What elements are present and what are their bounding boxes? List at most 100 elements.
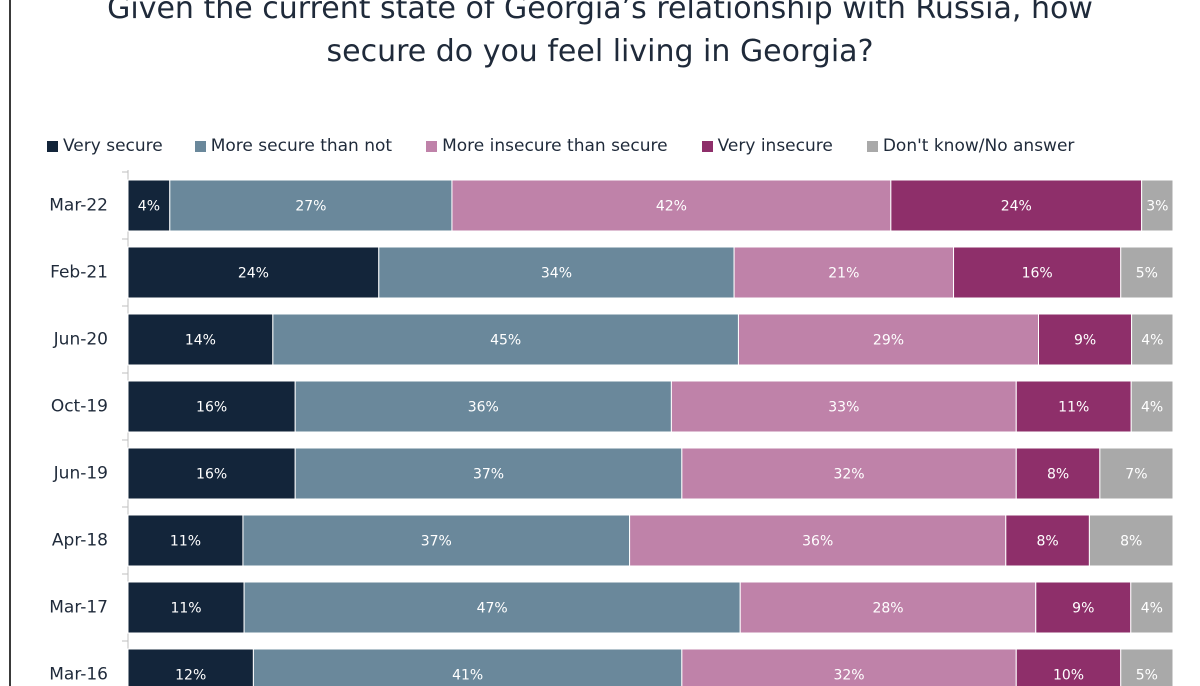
bar-segment [733, 246, 955, 299]
legend-label-very-insecure: Very insecure [717, 136, 833, 156]
data-label: 8% [1120, 534, 1142, 550]
legend-label-more-insecure-than-secure: More insecure than secure [442, 136, 668, 156]
bar-segment [1120, 246, 1174, 299]
data-label: 9% [1072, 601, 1094, 617]
bar-segment [272, 313, 739, 366]
legend-item-more-secure-than-not: More secure than not [194, 136, 393, 156]
bar-segment [127, 648, 254, 686]
data-label: 29% [873, 333, 904, 349]
data-label: 32% [833, 467, 864, 483]
legend-label-more-secure-than-not: More secure than not [210, 136, 393, 156]
category-label: Oct-19 [51, 397, 108, 417]
data-label: 37% [421, 534, 452, 550]
category-label: Jun-20 [53, 330, 108, 350]
data-label: 4% [138, 199, 160, 215]
bar-segment [127, 380, 296, 433]
bar-segment [739, 581, 1037, 634]
data-label: 9% [1074, 333, 1096, 349]
category-label: Jun-19 [53, 464, 108, 484]
bar-segment [1130, 380, 1174, 433]
data-label: 33% [828, 400, 859, 416]
bar-segment [1131, 313, 1174, 366]
bar-segment [127, 581, 245, 634]
chart-title: Given the current state of Georgia’s rel… [0, 0, 1200, 70]
data-label: 10% [1053, 668, 1084, 684]
category-label: Mar-17 [49, 598, 108, 618]
chart-title-line-1: Given the current state of Georgia’s rel… [107, 0, 1093, 26]
bar-segment [127, 313, 274, 366]
data-label: 5% [1136, 266, 1158, 282]
legend-label-dont-know: Don't know/No answer [882, 136, 1075, 156]
legend-label-very-secure: Very secure [63, 136, 163, 156]
bar-segment [1088, 514, 1174, 567]
data-label: 32% [833, 668, 864, 684]
labels-layer: 4% 27% 42% 24% 3% 24% 34% 21% 16% 5% 14% 45% 29% 9% 4%… [138, 199, 1169, 684]
legend-item-more-insecure-than-secure: More insecure than secure [426, 136, 668, 156]
bar-segment [294, 447, 683, 500]
data-label: 14% [185, 333, 216, 349]
bar-segment [681, 447, 1017, 500]
data-label: 24% [238, 266, 269, 282]
legend-item-dont-know: Don't know/No answer [866, 136, 1075, 156]
data-label: 36% [802, 534, 833, 550]
data-label: 24% [1001, 199, 1032, 215]
bar-segment [1130, 581, 1174, 634]
bar-segment [1015, 447, 1101, 500]
data-label: 47% [477, 601, 508, 617]
bar-segment [681, 648, 1017, 686]
bar-segment [737, 313, 1039, 366]
bar-segment [1005, 514, 1090, 567]
chart-legend: Very secure More secure than not More in… [47, 135, 1074, 157]
bar-segment [1120, 648, 1174, 686]
data-label: 3% [1146, 199, 1168, 215]
data-label: 4% [1141, 601, 1163, 617]
data-label: 7% [1125, 467, 1147, 483]
bar-segment [1015, 648, 1122, 686]
data-label: 11% [1058, 400, 1089, 416]
data-label: 37% [473, 467, 504, 483]
bar-segment [127, 514, 244, 567]
data-label: 34% [541, 266, 572, 282]
chart-title-line-2: secure do you feel living in Georgia? [326, 34, 874, 69]
legend-item-very-insecure: Very insecure [701, 136, 833, 156]
data-label: 11% [170, 534, 201, 550]
bar-segment [1035, 581, 1132, 634]
legend-swatch-more-secure-than-not [194, 140, 206, 152]
data-label: 27% [295, 199, 326, 215]
category-label: Apr-18 [52, 531, 108, 551]
bar-segment [1038, 313, 1133, 366]
data-label: 11% [170, 601, 201, 617]
bar-segment [242, 514, 631, 567]
legend-swatch-dont-know [866, 140, 878, 152]
bar-segment [890, 179, 1143, 232]
bar-segment [169, 179, 453, 232]
data-label: 36% [468, 400, 499, 416]
bars-layer [127, 179, 1174, 686]
category-label: Feb-21 [50, 263, 108, 283]
legend-swatch-very-insecure [701, 140, 713, 152]
data-label: 12% [175, 668, 206, 684]
bar-segment [670, 380, 1017, 433]
data-label: 21% [828, 266, 859, 282]
data-label: 8% [1047, 467, 1069, 483]
legend-swatch-very-secure [47, 140, 58, 152]
category-label: Mar-22 [49, 196, 108, 216]
bar-segment [953, 246, 1122, 299]
chart-frame [9, 0, 1200, 686]
data-label: 16% [1022, 266, 1053, 282]
bar-segment [252, 648, 683, 686]
bar-segment [127, 447, 296, 500]
data-label: 4% [1141, 400, 1163, 416]
data-label: 16% [196, 400, 227, 416]
legend-swatch-more-insecure-than-secure [426, 140, 438, 152]
data-label: 8% [1036, 534, 1058, 550]
bar-segment [378, 246, 735, 299]
data-label: 42% [656, 199, 687, 215]
data-label: 16% [196, 467, 227, 483]
data-label: 41% [452, 668, 483, 684]
bar-segment [1141, 179, 1174, 232]
bar-segment [1099, 447, 1174, 500]
bar-segment [1015, 380, 1132, 433]
category-label: Mar-16 [49, 665, 108, 685]
